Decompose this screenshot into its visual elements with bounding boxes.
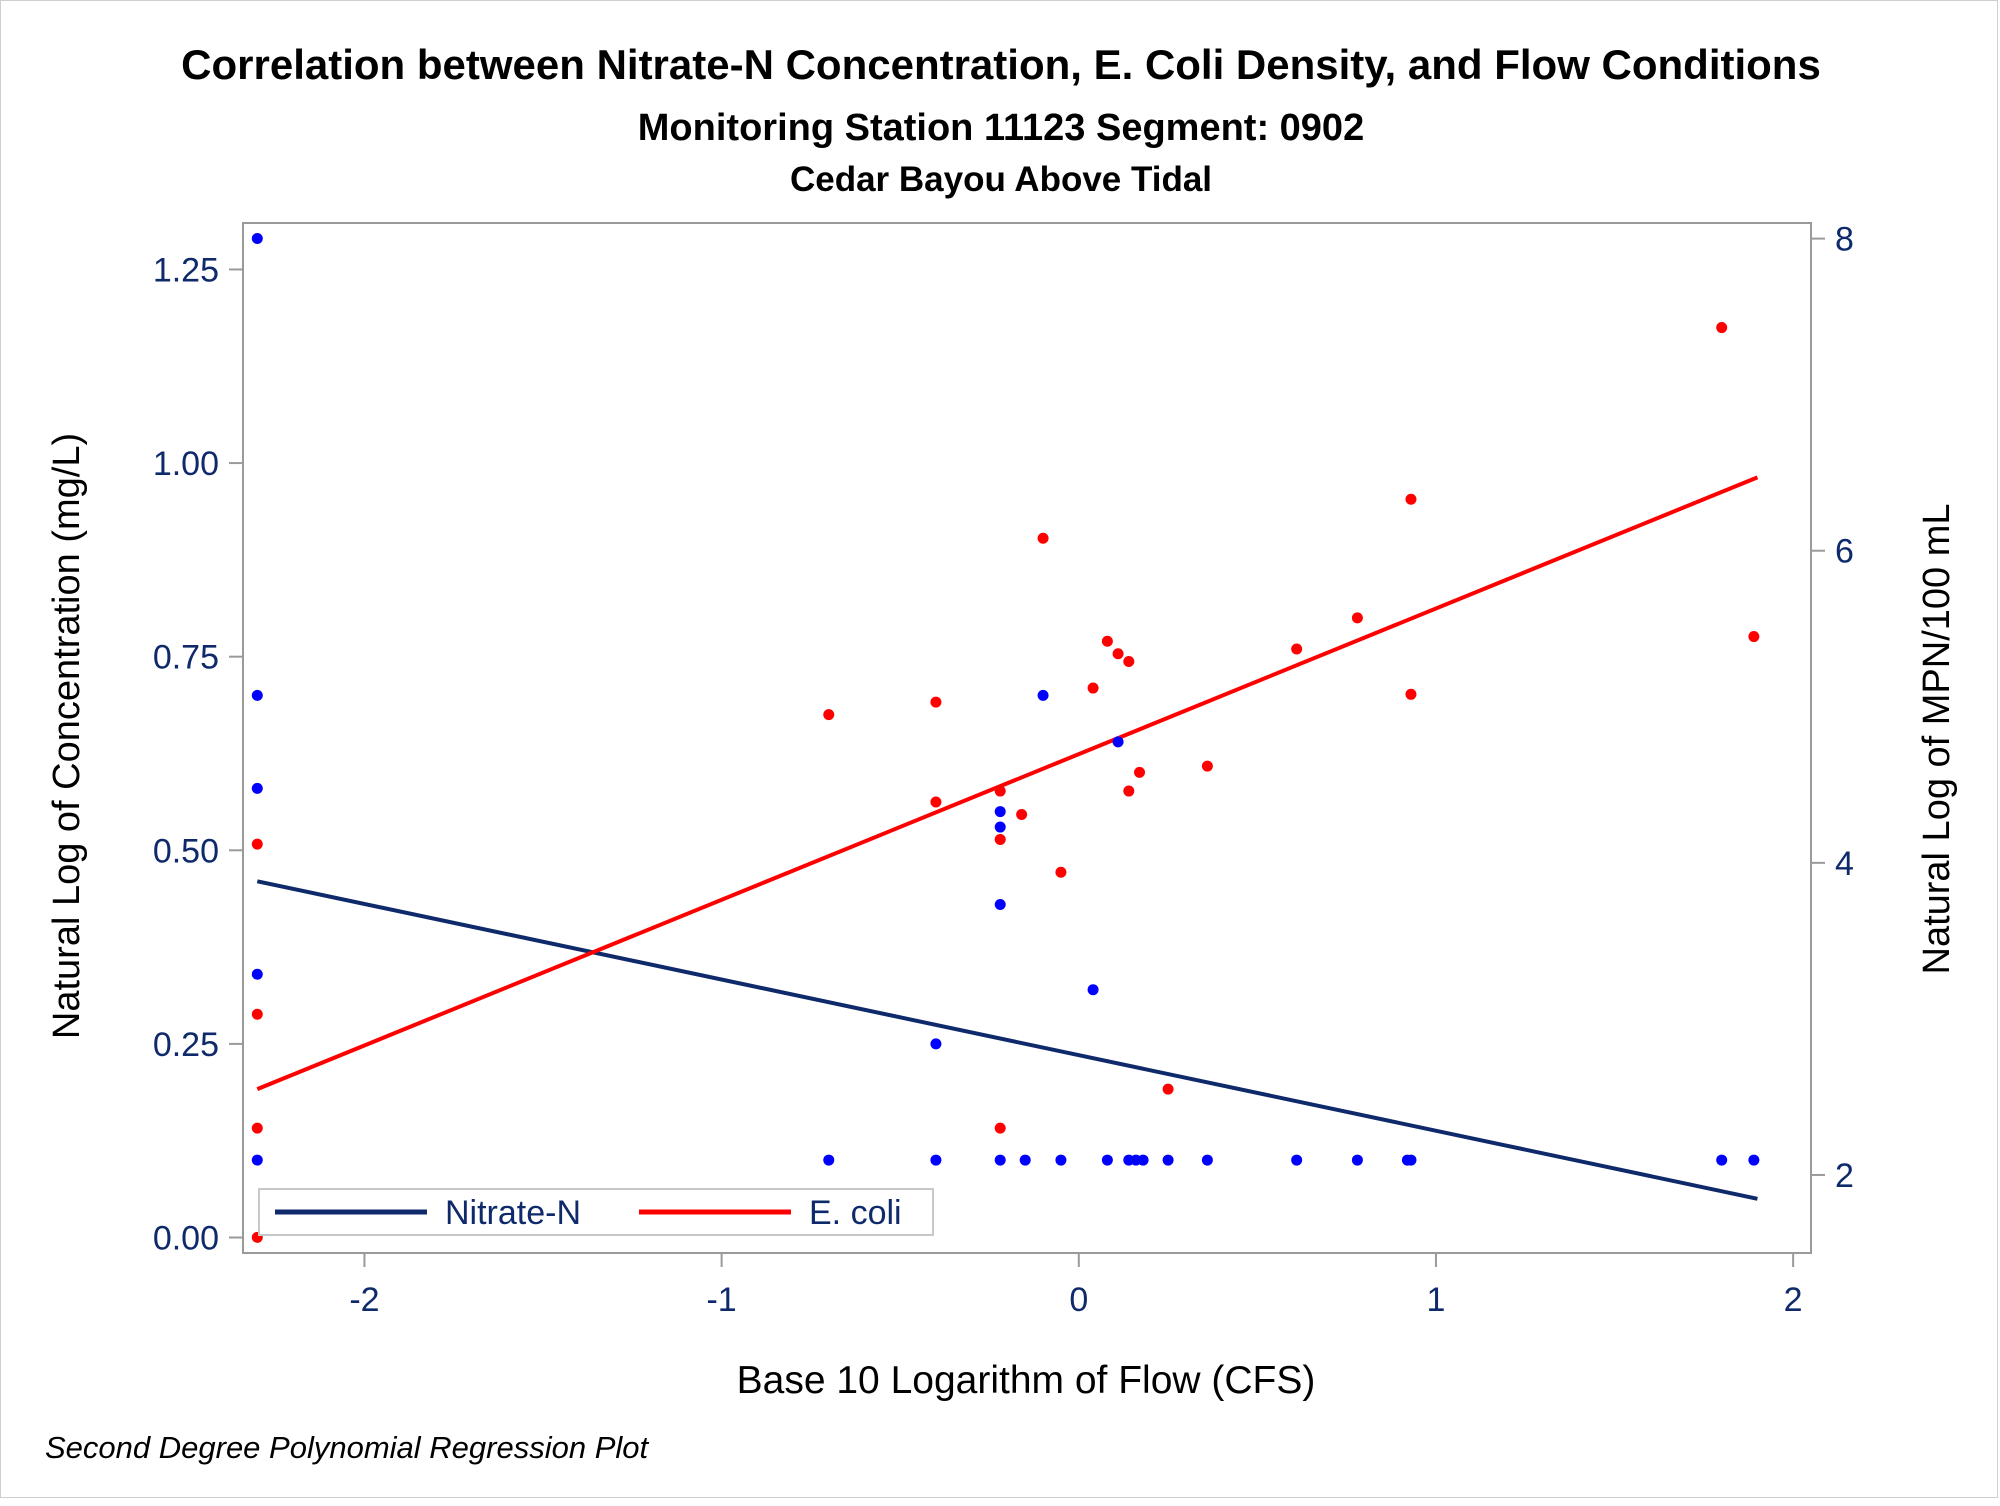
y-left-tick-label: 1.25 (153, 251, 219, 289)
data-point-ecoli (930, 796, 942, 808)
y-left-tick-label: 0.00 (153, 1220, 219, 1258)
data-point-nitrate (930, 1038, 942, 1050)
data-point-nitrate (1019, 1154, 1031, 1166)
data-point-ecoli (1201, 760, 1213, 772)
data-point-nitrate (1055, 1154, 1067, 1166)
data-point-nitrate (1162, 1154, 1174, 1166)
y-left-tick-label: 1.00 (153, 445, 219, 483)
data-point-nitrate (1201, 1154, 1213, 1166)
data-point-nitrate (994, 1154, 1006, 1166)
data-point-ecoli (251, 1122, 263, 1134)
data-point-ecoli (1716, 322, 1728, 334)
data-point-ecoli (1016, 808, 1028, 820)
y-right-tick-label: 8 (1835, 221, 1854, 259)
data-point-ecoli (823, 709, 835, 721)
data-point-nitrate (1351, 1154, 1363, 1166)
data-point-nitrate (994, 899, 1006, 911)
data-point-nitrate (1087, 984, 1099, 996)
data-point-nitrate (1101, 1154, 1113, 1166)
data-point-ecoli (1748, 631, 1760, 643)
data-point-nitrate (1037, 689, 1049, 701)
data-point-ecoli (1405, 493, 1417, 505)
data-point-nitrate (1112, 736, 1124, 748)
plot-layer: -2 -1 0 1 2 0.00 0.25 0.50 0.75 1.00 1.25 2 4 6 8 Nitra… (153, 221, 1854, 1319)
data-point-ecoli (1291, 643, 1303, 655)
data-point-ecoli (1055, 866, 1067, 878)
footnote: Second Degree Polynomial Regression Plot (45, 1430, 649, 1465)
data-point-ecoli (1112, 648, 1124, 660)
y-right-tick-label: 2 (1835, 1157, 1854, 1195)
chart-title: Correlation between Nitrate-N Concentrat… (181, 41, 1821, 88)
data-point-nitrate (994, 806, 1006, 818)
y-right-tick-label: 4 (1835, 845, 1854, 883)
data-point-nitrate (1405, 1154, 1417, 1166)
data-point-nitrate (1748, 1154, 1760, 1166)
y-left-tick-label: 0.75 (153, 639, 219, 677)
data-point-nitrate (994, 821, 1006, 833)
data-point-ecoli (1134, 766, 1146, 778)
x-tick-label: 1 (1427, 1281, 1446, 1319)
regression-line-nitrate (256, 879, 1758, 1201)
legend-box (258, 1188, 934, 1236)
chart-subtitle-2: Cedar Bayou Above Tidal (790, 160, 1212, 199)
data-point-ecoli (1037, 532, 1049, 544)
legend-label-ecoli: E. coli (809, 1194, 902, 1232)
data-point-nitrate (823, 1154, 835, 1166)
data-point-nitrate (930, 1154, 942, 1166)
data-point-ecoli (1123, 785, 1135, 797)
y-right-tick-label: 6 (1835, 533, 1854, 571)
data-point-ecoli (251, 1008, 263, 1020)
plot-area-frame (242, 222, 1812, 1254)
data-point-nitrate (1716, 1154, 1728, 1166)
data-point-ecoli (1123, 656, 1135, 668)
data-point-ecoli (251, 838, 263, 850)
data-point-ecoli (994, 785, 1006, 797)
y-axis-right-label: Natural Log of MPN/100 mL (1916, 503, 1958, 974)
y-axis-left-label: Natural Log of Concentration (mg/L) (46, 433, 88, 1039)
data-point-ecoli (994, 1122, 1006, 1134)
data-point-ecoli (1162, 1083, 1174, 1095)
data-point-ecoli (1101, 635, 1113, 647)
data-point-nitrate (1291, 1154, 1303, 1166)
y-left-tick-label: 0.50 (153, 832, 219, 870)
x-tick-label: 0 (1069, 1281, 1088, 1319)
data-point-nitrate (251, 689, 263, 701)
chart-subtitle: Monitoring Station 11123 Segment: 0902 (638, 107, 1364, 149)
data-point-ecoli (930, 696, 942, 708)
data-point-ecoli (1351, 612, 1363, 624)
x-tick-label: 2 (1784, 1281, 1803, 1319)
legend-label-nitrate: Nitrate-N (445, 1194, 581, 1232)
data-point-nitrate (251, 1154, 263, 1166)
data-point-nitrate (251, 968, 263, 980)
y-left-tick-label: 0.25 (153, 1026, 219, 1064)
data-point-nitrate (251, 232, 263, 244)
x-tick-label: -2 (349, 1281, 379, 1319)
x-axis-label: Base 10 Logarithm of Flow (CFS) (737, 1359, 1316, 1402)
data-point-nitrate (251, 782, 263, 794)
data-point-nitrate (1137, 1154, 1149, 1166)
data-point-ecoli (1405, 688, 1417, 700)
data-point-ecoli (994, 833, 1006, 845)
data-point-ecoli (1087, 682, 1099, 694)
regression-line-ecoli (256, 475, 1759, 1091)
x-tick-label: -1 (706, 1281, 736, 1319)
